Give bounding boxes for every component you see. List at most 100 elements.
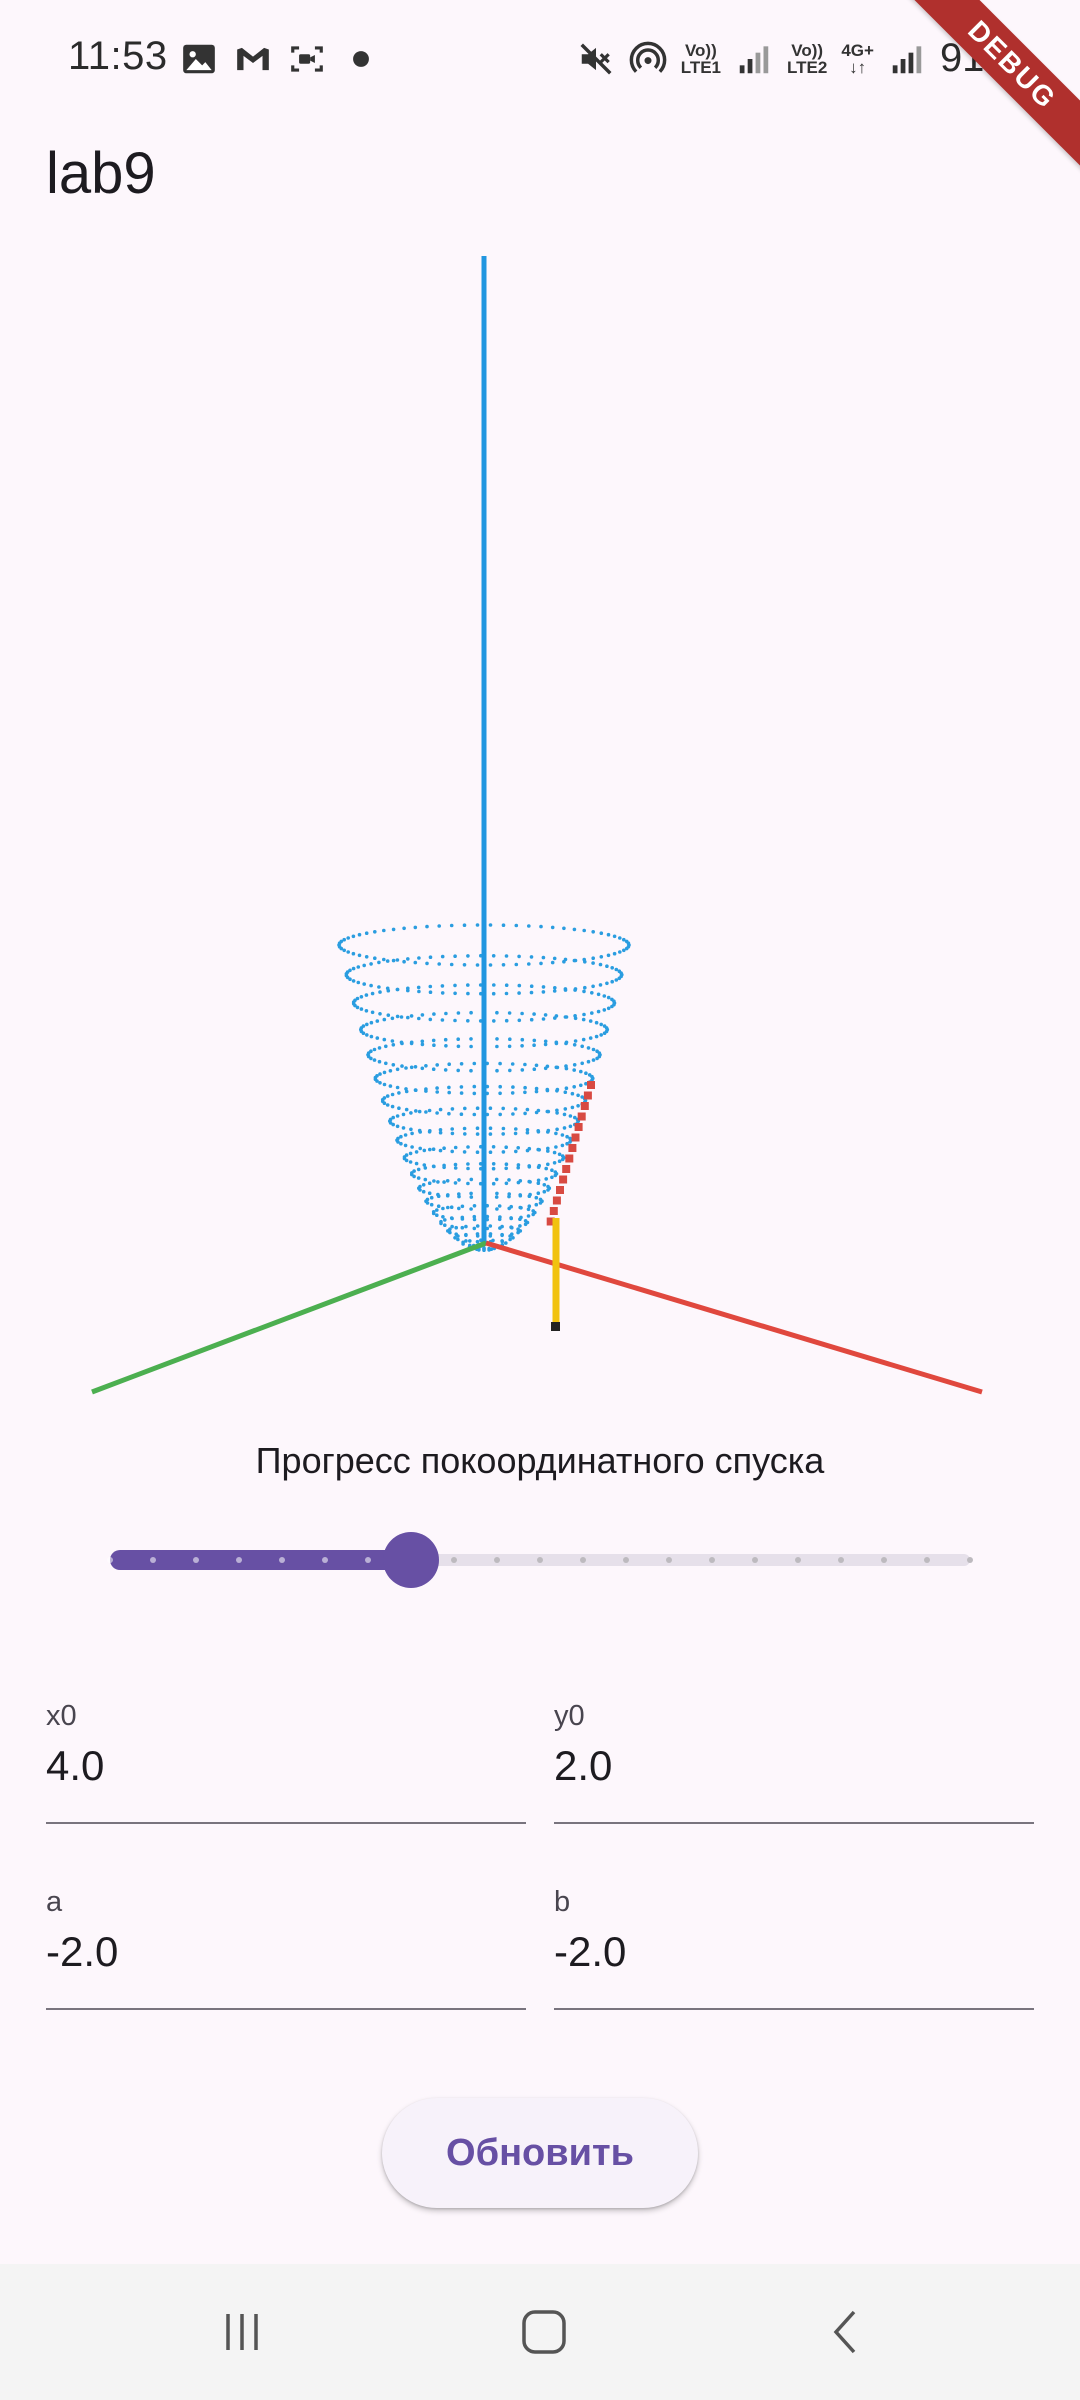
surface-point [560,1154,565,1158]
surface-point [416,1176,421,1180]
surface-point [550,925,555,930]
surface-point [453,991,457,996]
surface-point [424,1064,428,1068]
y0-input[interactable]: 2.0 [554,1742,613,1789]
plot-3d-canvas[interactable] [0,250,1080,1400]
surface-point [408,1151,413,1156]
surface-point [550,1175,554,1180]
surface-point [375,1074,379,1078]
slider-tick [709,1557,715,1563]
surface-point [431,1164,436,1169]
surface-point [541,1017,546,1021]
surface-point [606,1006,611,1011]
surface-point [584,1081,588,1086]
surface-point [543,1013,548,1017]
surface-point [361,1024,366,1028]
surface-point [525,1148,530,1153]
surface-point [602,994,607,998]
surface-point [377,1059,382,1064]
surface-point [516,1180,521,1185]
progress-slider[interactable] [107,1530,973,1590]
surface-point [491,1145,496,1149]
surface-point [495,1044,499,1049]
surface-point [456,1068,461,1073]
surface-point [542,1183,547,1187]
a-input[interactable]: -2.0 [46,1928,119,1975]
surface-point [410,1131,414,1136]
dot-icon [353,51,369,67]
surface-point [591,984,595,989]
surface-point [572,927,577,932]
surface-point [488,963,493,967]
surface-point [529,984,534,988]
surface-point [552,1150,557,1155]
descent-step [559,1175,568,1184]
surface-point [487,1246,491,1251]
surface-point [572,1063,577,1067]
surface-point [543,1042,548,1047]
surface-point [586,1046,591,1050]
surface-point [435,1213,439,1217]
surface-point [356,980,361,985]
update-button[interactable]: Обновить [382,2098,698,2208]
surface-point [443,1218,447,1222]
surface-point [472,1091,477,1096]
home-button[interactable] [464,2264,624,2400]
surface-point [531,1209,535,1213]
b-input[interactable]: -2.0 [554,1928,627,1975]
surface-point [406,988,410,993]
surface-point [568,1136,572,1141]
y0-field[interactable]: y0 2.0 [554,1700,1034,1850]
surface-point [534,1110,539,1115]
surface-point [573,987,578,991]
surface-point [421,1189,426,1194]
x0-input[interactable]: 4.0 [46,1742,105,1789]
surface-point [525,1130,530,1135]
surface-point [428,955,433,959]
x0-field[interactable]: x0 4.0 [46,1700,526,1850]
surface-point [449,1205,454,1209]
surface-point [362,982,367,986]
b-field[interactable]: b -2.0 [554,1886,1034,2036]
surface-point [498,1226,502,1230]
surface-point [599,955,604,959]
surface-point [554,1131,558,1136]
x-axis [485,1240,983,1395]
surface-point [391,1063,396,1067]
surface-point [399,1040,404,1045]
surface-point [437,962,442,966]
surface-point [445,1193,450,1198]
a-field[interactable]: a -2.0 [46,1886,526,2036]
surface-point [369,1020,374,1025]
surface-point [557,1152,562,1157]
surface-point [520,1068,525,1072]
surface-point [560,1143,565,1148]
surface-point [466,954,470,958]
surface-point [472,1061,477,1066]
surface-point [523,1090,527,1095]
surface-point [532,1067,537,1071]
surface-point [514,962,519,967]
surface-point [570,1105,575,1110]
surface-point [563,1090,568,1094]
surface-point [472,1214,477,1219]
surface-point [543,1066,548,1071]
surface-point [404,1066,408,1070]
surface-point [382,1096,387,1100]
surface-point [584,1071,588,1075]
surface-point [403,1133,408,1137]
recents-button[interactable] [162,2264,322,2400]
surface-point [438,1107,443,1112]
back-icon [833,2310,856,2354]
surface-point [518,1205,522,1210]
back-button[interactable] [766,2264,926,2400]
surface-point [527,1179,531,1184]
surface-point [453,1181,458,1185]
surface-point [395,1067,400,1072]
surface-point [431,1067,436,1071]
slider-thumb[interactable] [383,1532,439,1588]
surface-point [440,954,445,959]
surface-point [582,928,586,933]
surface-point [420,1039,425,1044]
